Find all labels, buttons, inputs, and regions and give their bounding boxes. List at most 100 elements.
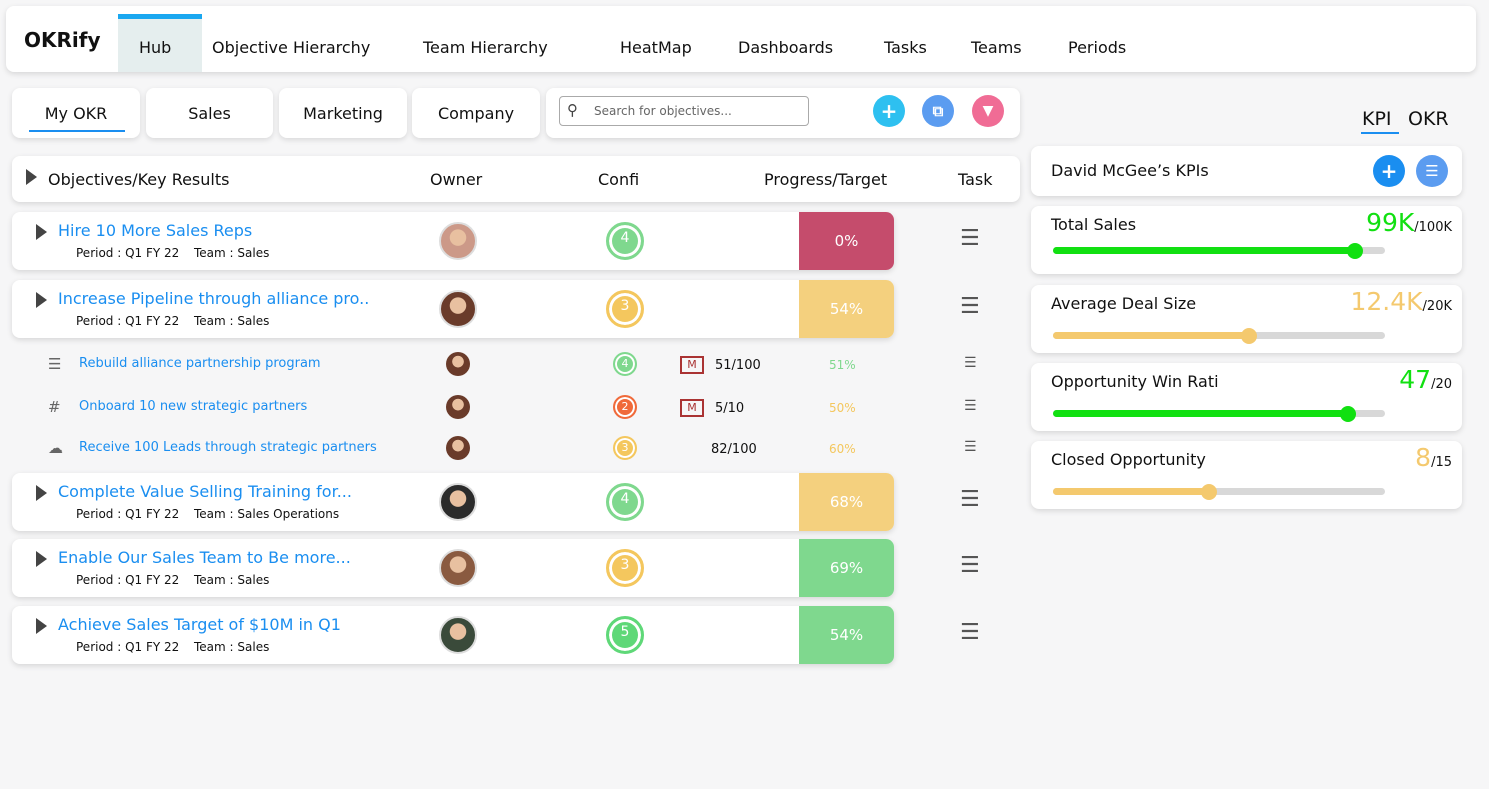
task-list-icon[interactable]: ☰ [960, 294, 980, 319]
kpi-value-group: 8/15 [1415, 443, 1452, 472]
owner-avatar[interactable] [446, 436, 470, 460]
expand-icon[interactable] [36, 618, 47, 634]
key-result-title[interactable]: Onboard 10 new strategic partners [79, 399, 308, 414]
filter-icon[interactable]: ▼ [972, 95, 1004, 127]
progress-cell: 69% [799, 539, 894, 597]
confidence-badge: 2 [613, 395, 637, 419]
objective-title[interactable]: Increase Pipeline through alliance pro.. [58, 289, 370, 308]
expand-icon[interactable] [36, 551, 47, 567]
kpi-value: 8 [1415, 443, 1432, 472]
col-progress: Progress/Target [764, 170, 888, 189]
objective-title[interactable]: Hire 10 More Sales Reps [58, 221, 253, 240]
okr-toggle[interactable]: OKR [1408, 108, 1449, 130]
owner-avatar[interactable] [439, 290, 477, 328]
col-task: Task [958, 170, 993, 189]
kpi-progress-track [1053, 484, 1385, 500]
task-list-icon[interactable]: ☰ [960, 620, 980, 645]
owner-avatar[interactable] [446, 395, 470, 419]
owner-avatar[interactable] [439, 222, 477, 260]
task-list-icon[interactable]: ☰ [964, 439, 977, 455]
confidence-badge: 3 [613, 436, 637, 460]
task-list-icon[interactable]: ☰ [960, 226, 980, 251]
col-owner: Owner [430, 170, 483, 189]
logo: OKRify [24, 28, 101, 52]
key-result-value: 5/10 [715, 401, 745, 416]
kpi-slider-knob[interactable] [1240, 328, 1257, 344]
key-result-title[interactable]: Receive 100 Leads through strategic part… [79, 440, 377, 455]
nav-dashboards[interactable]: Dashboards [738, 38, 834, 57]
col-objectives: Objectives/Key Results [48, 170, 230, 189]
nav-objective-hierarchy[interactable]: Objective Hierarchy [212, 38, 371, 57]
key-result-value: 51/100 [715, 358, 761, 373]
copy-icon[interactable]: ⧉ [922, 95, 954, 127]
kpi-slider-knob[interactable] [1201, 484, 1218, 500]
progress-cell: 68% [799, 473, 894, 531]
confidence-badge: 3 [606, 290, 644, 328]
kpi-card[interactable]: Average Deal Size 12.4K/20K [1031, 285, 1462, 353]
kpi-target: /100K [1414, 220, 1452, 235]
objective-title[interactable]: Complete Value Selling Training for... [58, 482, 352, 501]
expand-icon[interactable] [36, 485, 47, 501]
kpi-panel-title: David McGee’s KPIs [1051, 161, 1209, 180]
tab-label: Company [437, 103, 515, 123]
kpi-value: 12.4K [1350, 287, 1423, 316]
owner-avatar[interactable] [439, 483, 477, 521]
kpi-value-group: 99K/100K [1366, 208, 1452, 237]
kpi-progress-track [1053, 243, 1385, 259]
objective-title[interactable]: Achieve Sales Target of $10M in Q1 [58, 615, 341, 634]
kpi-toggle[interactable]: KPI [1362, 108, 1392, 130]
task-list-icon[interactable]: ☰ [964, 355, 977, 371]
objective-period: Period : Q1 FY 22 [76, 246, 180, 260]
tab-sales[interactable]: Sales [146, 88, 273, 138]
kpi-card[interactable]: Closed Opportunity 8/15 [1031, 441, 1462, 509]
kpi-name: Average Deal Size [1051, 294, 1197, 313]
kpi-card[interactable]: Opportunity Win Rati 47/20 [1031, 363, 1462, 431]
owner-avatar[interactable] [439, 616, 477, 654]
nav-teams[interactable]: Teams [971, 38, 1022, 57]
expand-icon[interactable] [36, 292, 47, 308]
kpi-card[interactable]: Total Sales 99K/100K [1031, 206, 1462, 274]
objective-team: Team : Sales [194, 573, 270, 587]
list-icon[interactable]: ☰ [1416, 155, 1448, 187]
objective-team: Team : Sales Operations [194, 507, 340, 521]
add-objective-button[interactable]: + [873, 95, 905, 127]
kpi-name: Opportunity Win Rati [1051, 372, 1219, 391]
salesforce-cloud-icon: ☁ [48, 439, 63, 457]
owner-avatar[interactable] [439, 549, 477, 587]
nav-periods[interactable]: Periods [1068, 38, 1127, 57]
objective-period: Period : Q1 FY 22 [76, 573, 180, 587]
key-result-title[interactable]: Rebuild alliance partnership program [79, 356, 321, 371]
nav-heatmap[interactable]: HeatMap [620, 38, 692, 57]
owner-avatar[interactable] [446, 352, 470, 376]
objective-period: Period : Q1 FY 22 [76, 507, 180, 521]
add-kpi-button[interactable]: + [1373, 155, 1405, 187]
progress-cell: 54% [799, 606, 894, 664]
tab-label: Marketing [303, 103, 383, 123]
kpi-name: Total Sales [1051, 215, 1137, 234]
kpi-progress-track [1053, 328, 1385, 344]
table-header [12, 156, 1020, 202]
expand-icon[interactable] [36, 224, 47, 240]
kpi-value: 47 [1399, 365, 1432, 394]
expand-all-icon[interactable] [26, 169, 37, 185]
kpi-progress-fill [1053, 410, 1349, 417]
task-list-icon[interactable]: ☰ [960, 553, 980, 578]
objective-title[interactable]: Enable Our Sales Team to Be more... [58, 548, 351, 567]
task-list-icon[interactable]: ☰ [960, 487, 980, 512]
tab-company[interactable]: Company [412, 88, 540, 138]
nav-team-hierarchy[interactable]: Team Hierarchy [423, 38, 548, 57]
kpi-slider-knob[interactable] [1347, 243, 1364, 259]
confidence-badge: 4 [606, 483, 644, 521]
tab-my-okr[interactable]: My OKR [12, 88, 140, 138]
kpi-progress-fill [1053, 247, 1356, 254]
nav-hub[interactable]: Hub [139, 38, 172, 57]
nav-tasks[interactable]: Tasks [884, 38, 927, 57]
search-input[interactable]: Search for objectives... [559, 96, 809, 126]
objective-period: Period : Q1 FY 22 [76, 640, 180, 654]
kpi-slider-knob[interactable] [1340, 406, 1357, 422]
tab-marketing[interactable]: Marketing [279, 88, 407, 138]
kpi-target: /20 [1431, 377, 1452, 392]
key-result-value: 82/100 [711, 442, 757, 457]
task-list-icon[interactable]: ☰ [964, 398, 977, 414]
progress-cell: 0% [799, 212, 894, 270]
